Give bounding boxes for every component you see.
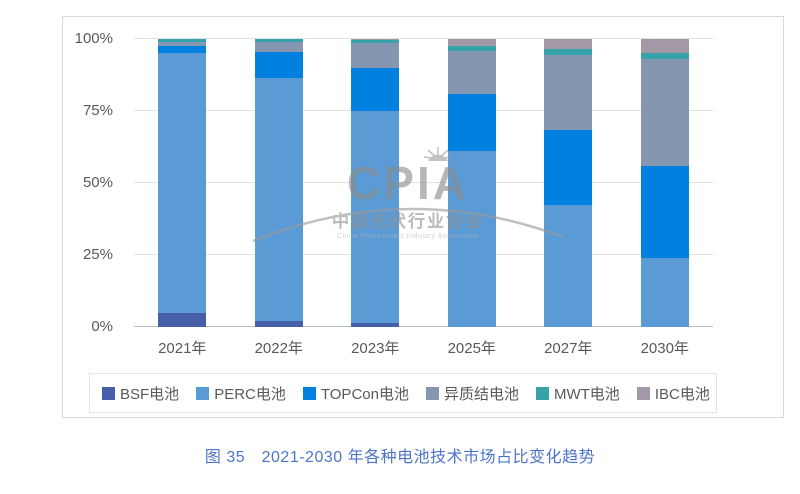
legend-label: MWT电池 <box>553 385 620 403</box>
bar-segment-PERC电池 <box>254 77 303 322</box>
bar-segment-MWT电池 <box>351 40 400 44</box>
bar-segment-TOPCon电池 <box>351 67 400 111</box>
bar-segment-MWT电池 <box>447 46 496 51</box>
y-axis-label-25: 25% <box>82 246 113 263</box>
bar-segment-BSF电池 <box>351 322 400 327</box>
bar-segment-TOPCon电池 <box>447 93 496 152</box>
bar-segment-PERC电池 <box>158 53 207 313</box>
legend-swatch-icon <box>425 386 439 400</box>
bar-column-2025年 <box>447 39 496 327</box>
gridline-100 <box>134 38 713 39</box>
legend-label: BSF电池 <box>120 385 180 403</box>
bar-segment-PERC电池 <box>640 257 689 327</box>
bar-segment-异质结电池 <box>351 43 400 68</box>
x-axis-label-2030年: 2030年 <box>640 340 689 357</box>
legend-item-异质结电池: 异质结电池 <box>425 383 519 404</box>
legend-item-MWT电池: MWT电池 <box>535 383 620 404</box>
y-axis-label-100: 100% <box>74 30 113 47</box>
bar-segment-TOPCon电池 <box>544 129 593 205</box>
bar-segment-MWT电池 <box>254 39 303 42</box>
bar-segment-MWT电池 <box>640 53 689 60</box>
bar-segment-BSF电池 <box>158 312 207 327</box>
y-axis-label-75: 75% <box>82 102 113 119</box>
legend-swatch-icon <box>302 386 316 400</box>
x-axis-label-2022年: 2022年 <box>254 340 303 357</box>
bar-segment-TOPCon电池 <box>640 165 689 258</box>
plot-area: 0% 25% 50% 75% 100% 2021年 2022年 2023年 2025年 2027年… <box>75 30 713 357</box>
legend-swatch-icon <box>535 386 549 400</box>
legend: BSF电池 PERC电池 TOPCon电池 异质结电池 MWT电池 IBC电池 <box>89 373 717 413</box>
bar-segment-PERC电池 <box>351 111 400 323</box>
bar-segment-IBC电池 <box>640 39 689 54</box>
bar-segment-PERC电池 <box>447 151 496 327</box>
legend-label: 异质结电池 <box>443 385 519 403</box>
bar-segment-MWT电池 <box>544 49 593 55</box>
x-axis-label-2027年: 2027年 <box>544 340 593 357</box>
bar-segment-异质结电池 <box>447 50 496 94</box>
bar-segment-异质结电池 <box>158 41 207 47</box>
legend-item-BSF电池: BSF电池 <box>102 383 179 404</box>
bar-column-2021年 <box>158 39 207 327</box>
bar-segment-MWT电池 <box>158 39 207 42</box>
legend-label: TOPCon电池 <box>320 385 409 403</box>
legend-item-IBC电池: IBC电池 <box>636 383 710 404</box>
x-axis-label-2021年: 2021年 <box>158 340 207 357</box>
gridline-75 <box>134 110 713 111</box>
legend-item-PERC电池: PERC电池 <box>196 383 286 404</box>
gridline-25 <box>134 254 713 255</box>
x-axis-label-2025年: 2025年 <box>447 340 496 357</box>
bar-segment-PERC电池 <box>544 204 593 327</box>
bar-segment-异质结电池 <box>544 54 593 130</box>
bar-column-2023年 <box>351 39 400 327</box>
bar-segment-TOPCon电池 <box>158 46 207 54</box>
bar-column-2030年 <box>640 39 689 327</box>
bar-segment-BSF电池 <box>254 321 303 327</box>
legend-item-TOPCon电池: TOPCon电池 <box>302 383 409 404</box>
bar-segment-异质结电池 <box>640 59 689 166</box>
x-axis-label-2023年: 2023年 <box>351 340 400 357</box>
bar-column-2027年 <box>544 39 593 327</box>
bar-segment-IBC电池 <box>351 39 400 41</box>
legend-swatch-icon <box>196 386 210 400</box>
bar-column-2022年 <box>254 39 303 327</box>
y-axis-label-50: 50% <box>82 174 113 191</box>
gridline-0 <box>134 326 713 327</box>
bar-segment-TOPCon电池 <box>254 51 303 78</box>
y-axis-label-0: 0% <box>91 318 113 335</box>
bar-segment-异质结电池 <box>254 41 303 52</box>
legend-swatch-icon <box>636 386 650 400</box>
legend-label: IBC电池 <box>654 385 710 403</box>
gridline-50 <box>134 182 713 183</box>
bar-segment-IBC电池 <box>447 39 496 47</box>
bar-segment-IBC电池 <box>544 39 593 50</box>
chart-frame: 0% 25% 50% 75% 100% 2021年 2022年 2023年 2025年 2027年… <box>62 16 784 418</box>
figure-caption: 图 35 2021-2030 年各种电池技术市场占比变化趋势 <box>204 449 596 466</box>
legend-swatch-icon <box>102 386 115 400</box>
legend-label: PERC电池 <box>214 385 286 403</box>
